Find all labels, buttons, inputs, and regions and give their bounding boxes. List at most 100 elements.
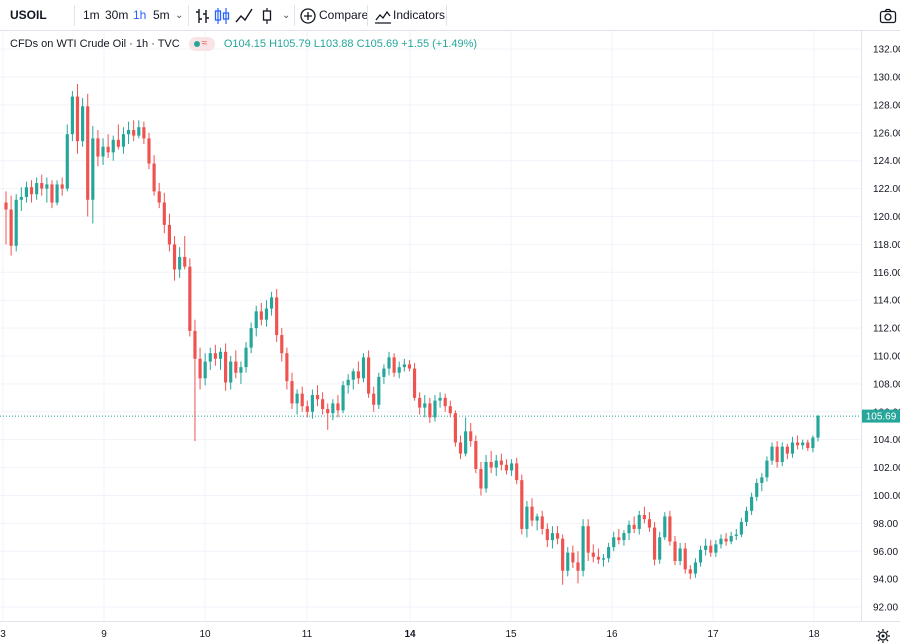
candle-body — [515, 463, 519, 481]
candle-body — [734, 534, 738, 536]
candle — [688, 565, 692, 580]
candle — [290, 372, 294, 409]
last-price-marker: 105.69 — [862, 409, 900, 423]
candle-body — [254, 311, 258, 329]
candle — [305, 400, 309, 418]
candle-body — [305, 406, 309, 412]
candle — [484, 455, 488, 493]
candle-body — [775, 446, 779, 462]
candle-body — [586, 526, 590, 553]
candle — [402, 358, 406, 372]
candle-body — [188, 266, 192, 331]
top-toolbar: USOIL 1m 30m 1h 5m ⌄ ⌄ Compare Indicator… — [0, 0, 900, 31]
candle — [280, 328, 284, 362]
symbol-search[interactable]: USOIL — [10, 8, 47, 22]
instrument-title[interactable]: CFDs on WTI Crude Oil · 1h · TVC — [10, 38, 180, 50]
candle-body — [172, 244, 177, 270]
ohlc-low: L103.88 — [313, 38, 354, 50]
candle-body — [806, 442, 810, 449]
candle — [760, 473, 764, 492]
candle — [9, 195, 13, 256]
candle — [224, 343, 228, 391]
candle — [106, 134, 110, 158]
chart-type-dropdown-chevron-icon[interactable]: ⌄ — [282, 10, 291, 21]
candle-body — [627, 524, 631, 534]
interval-1h[interactable]: 1h — [133, 8, 147, 22]
candle-body — [183, 256, 187, 267]
candle-body — [474, 441, 478, 469]
candle — [504, 459, 509, 475]
candle-body — [428, 403, 432, 418]
indicators-icon[interactable] — [374, 7, 392, 25]
candle-body — [367, 357, 371, 394]
time-tick-label: 9 — [101, 629, 107, 640]
candle — [377, 372, 381, 409]
candle-body — [147, 138, 151, 164]
price-chart[interactable]: 132.00 130.00 128.00 126.00 124.00 122.00 120.… — [0, 31, 900, 643]
candle-body — [387, 357, 391, 369]
price-tick-label: 100.00 — [873, 491, 900, 502]
ohlc-open: O104.15 — [223, 38, 267, 50]
candle — [729, 531, 733, 545]
candle-body — [693, 562, 698, 574]
candle-body — [729, 535, 733, 542]
time-tick-label: 10 — [199, 629, 211, 640]
candle — [494, 455, 498, 476]
compare-button[interactable]: Compare — [319, 8, 369, 22]
candle — [765, 456, 769, 482]
candle — [775, 441, 779, 468]
candle — [213, 344, 217, 366]
candle — [111, 135, 115, 161]
candle — [586, 519, 590, 562]
candle — [571, 545, 575, 568]
candles-chart-type-icon[interactable] — [213, 7, 231, 25]
candle — [341, 381, 345, 414]
price-tick-label: 98.00 — [873, 519, 898, 530]
camera-snapshot-icon[interactable] — [879, 7, 897, 25]
hollow-candles-icon[interactable] — [258, 7, 276, 25]
indicators-button[interactable]: Indicators — [393, 8, 446, 22]
candle-body — [239, 367, 243, 373]
compare-plus-icon[interactable] — [299, 7, 317, 25]
candle — [458, 435, 463, 460]
candle — [361, 353, 366, 383]
candle — [331, 399, 335, 421]
candle — [29, 180, 34, 203]
time-tick-label: 17 — [707, 629, 719, 640]
candle — [295, 389, 299, 415]
candle — [790, 436, 795, 458]
candle-body — [96, 138, 100, 157]
ohlc-high: H105.79 — [269, 38, 311, 50]
line-chart-type-icon[interactable] — [235, 7, 253, 25]
candle — [203, 353, 207, 386]
candle — [19, 187, 23, 211]
candle-body — [60, 184, 64, 189]
candle — [40, 174, 44, 196]
candle-body — [203, 361, 207, 379]
candle-body — [555, 533, 560, 539]
bar-chart-type-icon[interactable] — [194, 7, 212, 25]
interval-1m[interactable]: 1m — [83, 8, 100, 22]
candle-body — [126, 130, 131, 135]
candle-body — [295, 393, 299, 404]
last-price-label: 105.69 — [866, 412, 897, 423]
interval-5m[interactable]: 5m — [153, 8, 170, 22]
candle-body — [137, 127, 141, 136]
candle — [683, 542, 687, 574]
candle-body — [331, 403, 335, 414]
candle — [663, 512, 667, 541]
candle — [234, 350, 238, 379]
candle-body — [35, 183, 39, 195]
candle-body — [142, 127, 146, 139]
candle — [719, 534, 723, 549]
candle-body — [642, 514, 646, 520]
candle-body — [494, 460, 498, 468]
candle — [535, 513, 539, 531]
candle — [264, 300, 269, 327]
candle — [642, 506, 646, 524]
candle-body — [607, 547, 611, 559]
candle-body — [755, 482, 759, 497]
interval-30m[interactable]: 30m — [105, 8, 129, 22]
interval-dropdown-chevron-icon[interactable]: ⌄ — [175, 10, 184, 21]
delayed-wave-icon: ≈ — [201, 38, 208, 49]
